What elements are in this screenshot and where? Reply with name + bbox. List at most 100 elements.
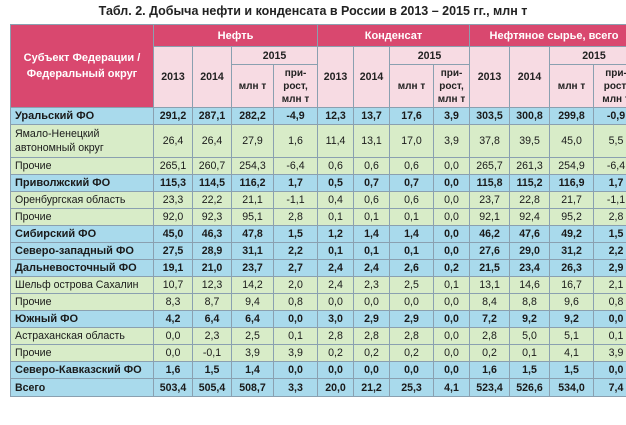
table-cell: 0,0: [389, 293, 435, 311]
table-cell: -0,9: [593, 107, 626, 125]
group-header-condensate: Конденсат: [317, 24, 471, 47]
table-cell: 3,9: [433, 107, 471, 125]
table-cell: 0,0: [433, 310, 471, 328]
table-cell: 25,3: [389, 378, 435, 397]
table-cell: 0,0: [353, 293, 391, 311]
table-cell: 282,2: [231, 107, 274, 125]
table-cell: 0,1: [433, 276, 471, 294]
table-cell: 0,6: [317, 157, 355, 175]
table-cell: 287,1: [192, 107, 232, 125]
table-cell: 1,6: [153, 361, 193, 379]
table-cell: 22,8: [509, 191, 551, 209]
table-cell: 45,0: [549, 124, 595, 158]
table-cell: 0,7: [389, 174, 435, 192]
table-cell: 23,3: [153, 191, 193, 209]
table-row: Прочие 265,1 260,7 254,3 -6,4 0,6 0,6 0,6 0,0 265…: [10, 157, 626, 175]
table-cell: 7,2: [469, 310, 511, 328]
table-cell: 0,1: [353, 208, 391, 226]
row-label: Прочие: [10, 293, 154, 311]
year-2013-header: 2013: [317, 46, 355, 108]
table-cell: 21,0: [192, 259, 232, 277]
table-cell: 2,8: [593, 208, 626, 226]
year-2014-header: 2014: [509, 46, 551, 108]
table-cell: 26,4: [192, 124, 232, 158]
table-row: Прочие 92,0 92,3 95,1 2,8 0,1 0,1 0,1 0,0 92,1 92,…: [10, 208, 626, 226]
table-cell: 23,7: [231, 259, 274, 277]
table-cell: 0,1: [509, 344, 551, 362]
table-cell: 0,2: [389, 344, 435, 362]
table-cell: 300,8: [509, 107, 551, 125]
table-cell: 265,7: [469, 157, 511, 175]
table-row: Прочие 8,3 8,7 9,4 0,8 0,0 0,0 0,0 0,0 8,4 8,8 9,6 0…: [10, 293, 626, 311]
table-cell: 0,0: [272, 310, 319, 328]
row-label: Северо-западный ФО: [10, 242, 154, 260]
table-cell: 45,0: [153, 225, 193, 243]
table-cell: 1,4: [389, 225, 435, 243]
table-cell: 2,4: [317, 259, 355, 277]
table-cell: 31,1: [231, 242, 274, 260]
row-label: Прочие: [10, 344, 154, 362]
row-label: Южный ФО: [10, 310, 154, 328]
table-cell: 92,0: [153, 208, 193, 226]
table-cell: 2,6: [389, 259, 435, 277]
table-cell: 6,4: [192, 310, 232, 328]
row-label: Северо-Кавказский ФО: [10, 361, 154, 379]
table-cell: 21,2: [353, 378, 391, 397]
table-cell: 10,7: [153, 276, 193, 294]
table-cell: 21,1: [231, 191, 274, 209]
table-cell: 1,4: [231, 361, 274, 379]
growth-header: при-рост, млн т: [593, 64, 626, 108]
table-cell: 0,4: [317, 191, 355, 209]
table-cell: 0,0: [433, 344, 471, 362]
table-cell: -1,1: [593, 191, 626, 209]
table-cell: 116,9: [549, 174, 595, 192]
year-2015-header: 2015: [549, 46, 626, 65]
group-header-oil: Нефть: [152, 24, 319, 47]
table-row: Прочие 0,0 -0,1 3,9 3,9 0,2 0,2 0,2 0,0 0,2 0,1 4,1…: [10, 344, 626, 362]
table-cell: 526,6: [509, 378, 551, 397]
table-cell: 299,8: [549, 107, 595, 125]
table-cell: 29,0: [509, 242, 551, 260]
table-row: Северо-западный ФО 27,5 28,9 31,1 2,2 0,1 0,1 0…: [10, 242, 626, 260]
table-cell: 115,8: [469, 174, 511, 192]
table-cell: 0,1: [389, 242, 435, 260]
year-2013-header: 2013: [153, 46, 193, 108]
table-cell: 5,0: [509, 327, 551, 345]
table-cell: 21,7: [549, 191, 595, 209]
table-cell: 0,6: [353, 191, 391, 209]
row-label: Ямало-Ненецкий автономный округ: [10, 124, 154, 158]
table-cell: 0,2: [317, 344, 355, 362]
table-cell: 47,6: [509, 225, 551, 243]
table-cell: 26,3: [549, 259, 595, 277]
table-cell: 2,2: [272, 242, 319, 260]
table-cell: 1,2: [317, 225, 355, 243]
table-row: Сибирский ФО 45,0 46,3 47,8 1,5 1,2 1,4 1,4 0,0 4…: [10, 225, 626, 243]
table-cell: 2,1: [593, 276, 626, 294]
table-cell: 0,0: [389, 361, 435, 379]
table-row: Всего 503,4 505,4 508,7 3,3 20,0 21,2 25,3 4,1 52…: [10, 378, 626, 397]
table-cell: 2,9: [389, 310, 435, 328]
table-cell: 14,2: [231, 276, 274, 294]
mln-t-header: млн т: [231, 64, 274, 108]
table-cell: 23,4: [509, 259, 551, 277]
table-row: Уральский ФО 291,2 287,1 282,2 -4,9 12,3 13,7 1…: [10, 107, 626, 125]
table-cell: 27,9: [231, 124, 274, 158]
table-cell: 0,0: [353, 361, 391, 379]
table-cell: 2,8: [469, 327, 511, 345]
table-cell: 2,3: [353, 276, 391, 294]
table-cell: 37,8: [469, 124, 511, 158]
table-cell: 13,1: [353, 124, 391, 158]
table-cell: 27,6: [469, 242, 511, 260]
table-cell: 0,0: [433, 208, 471, 226]
table-cell: 28,9: [192, 242, 232, 260]
table-cell: 8,4: [469, 293, 511, 311]
table-cell: 2,4: [353, 259, 391, 277]
table-cell: 0,2: [469, 344, 511, 362]
table-row: Дальневосточный ФО 19,1 21,0 23,7 2,7 2,4 2,4 2…: [10, 259, 626, 277]
table-cell: 2,9: [353, 310, 391, 328]
table-cell: 9,2: [509, 310, 551, 328]
table-cell: 0,6: [389, 191, 435, 209]
table-cell: 2,9: [593, 259, 626, 277]
table-cell: 46,3: [192, 225, 232, 243]
table-cell: 17,0: [389, 124, 435, 158]
